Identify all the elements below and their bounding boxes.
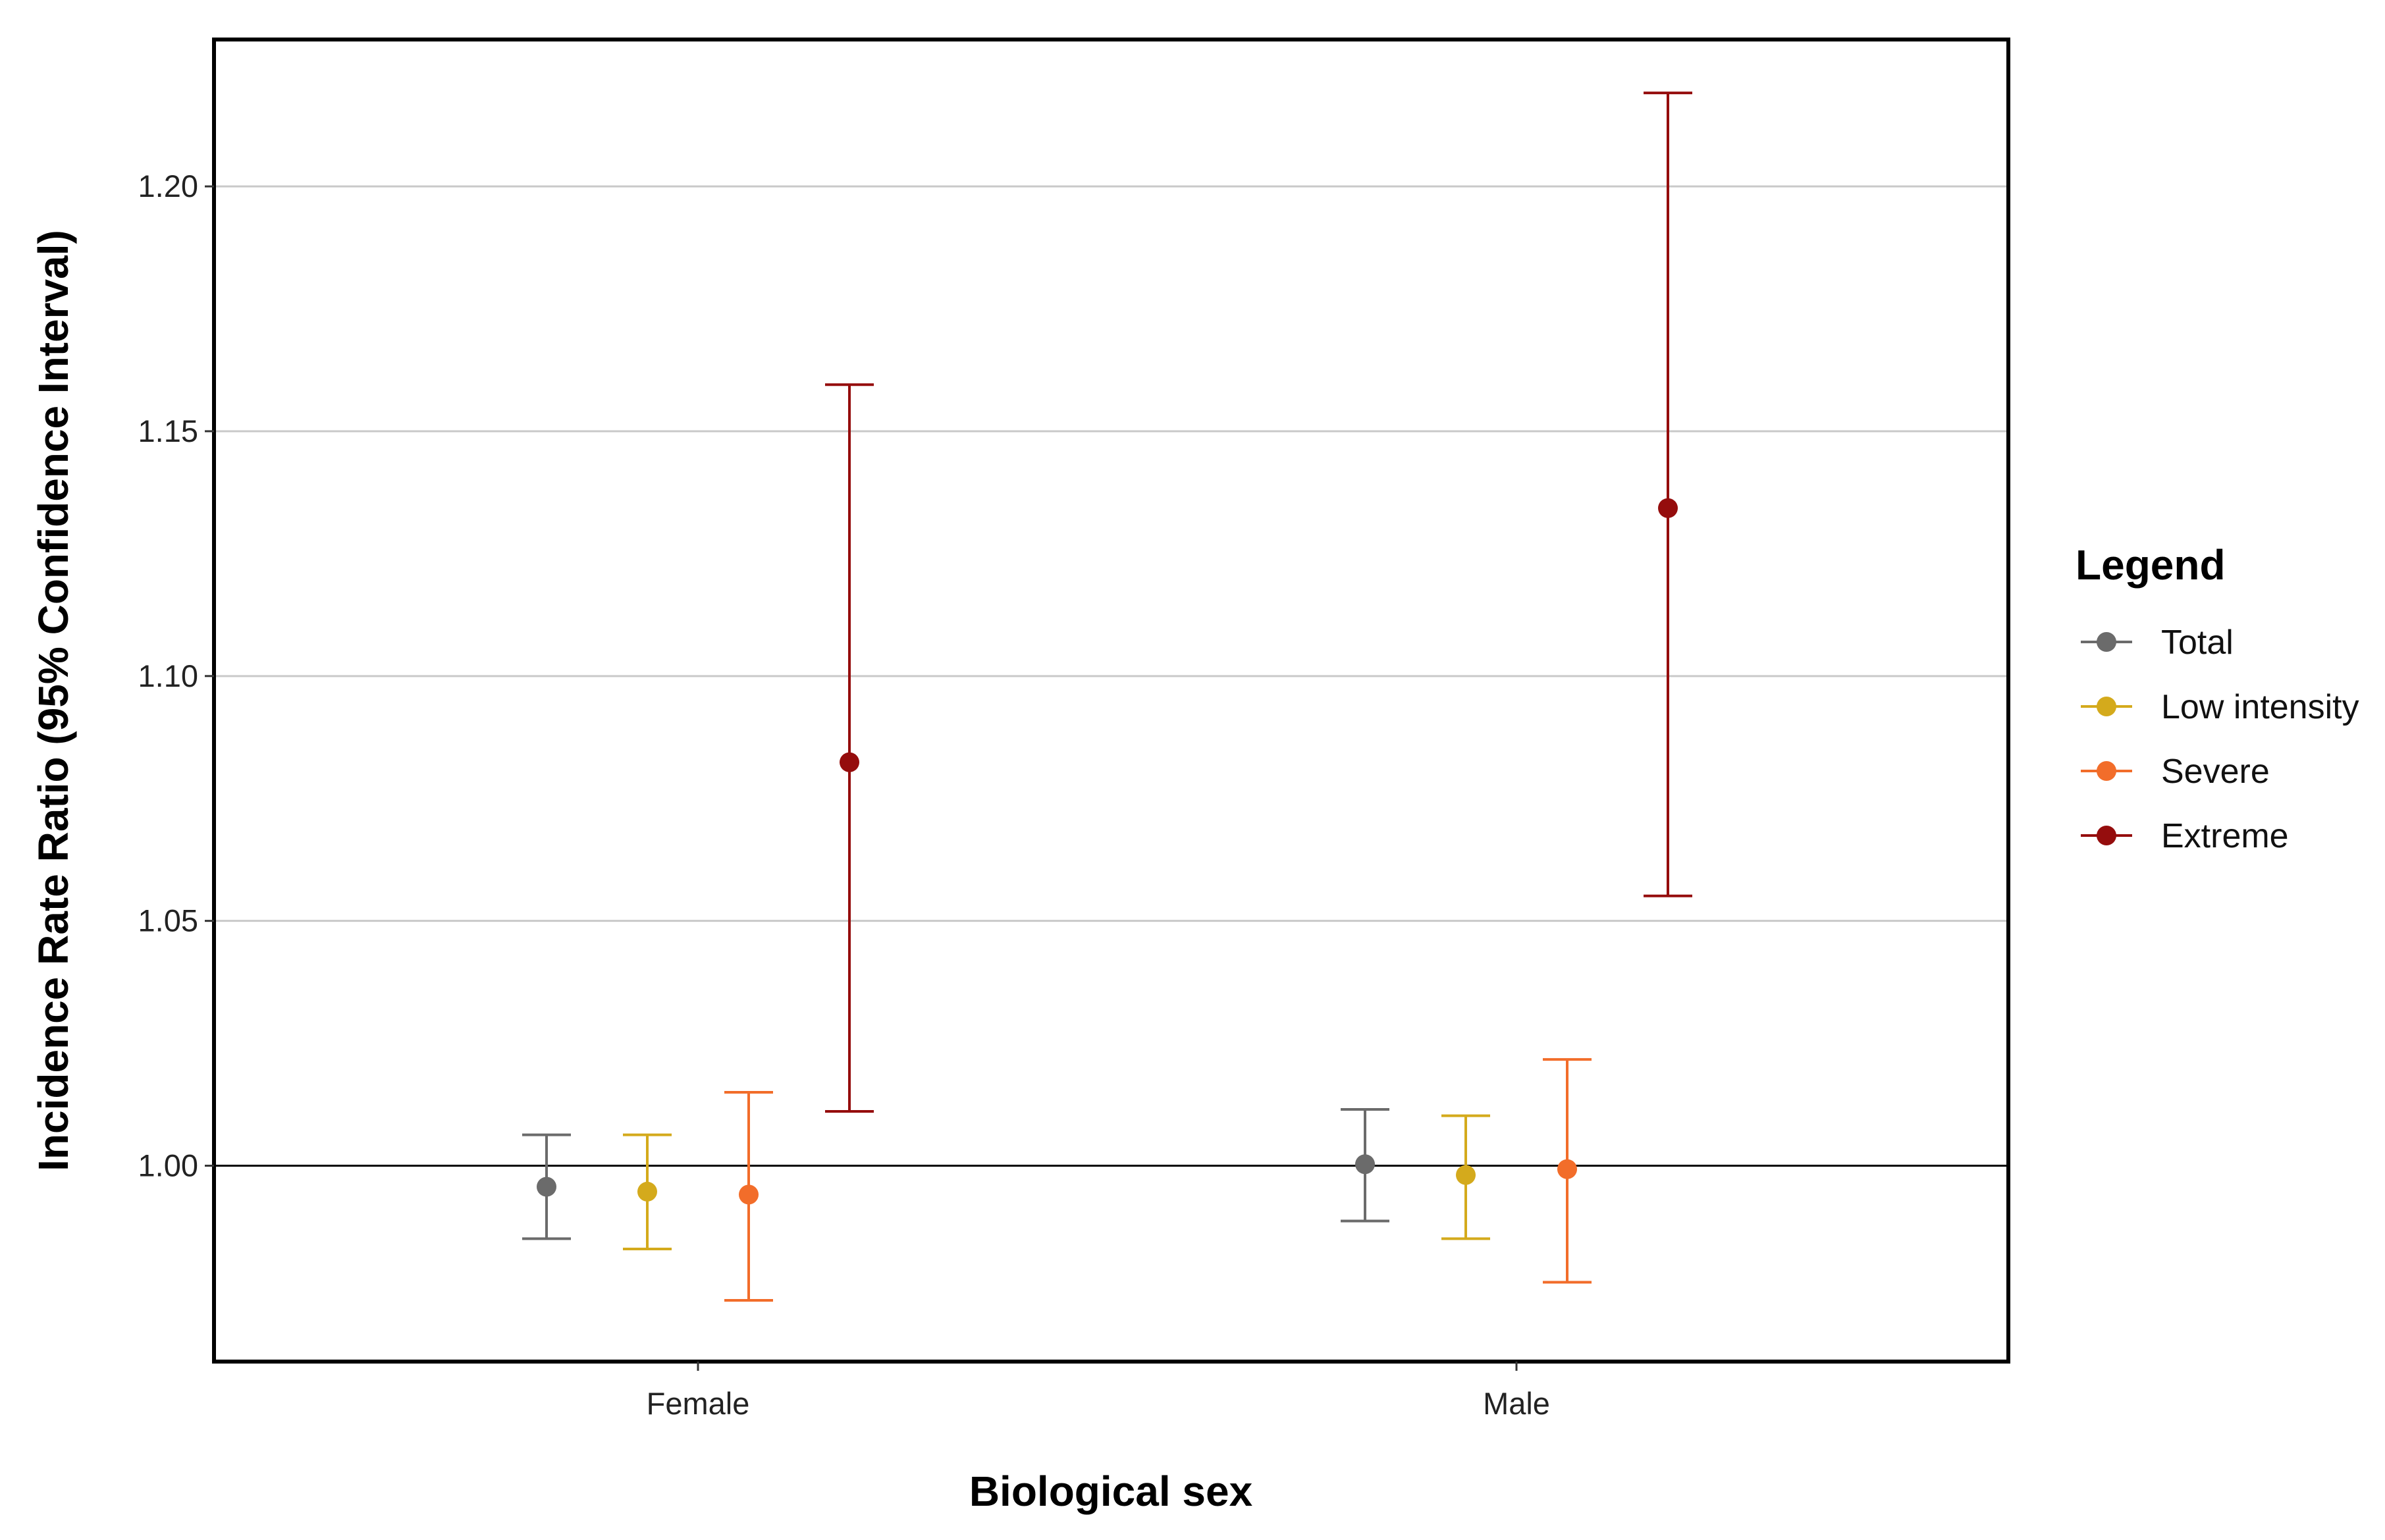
- y-axis: 1.00 1.05 1.10 1.15 1.20: [138, 169, 214, 1183]
- x-tick-label: Female: [647, 1386, 750, 1421]
- series-layer: [522, 92, 1692, 1302]
- data-point: [537, 1177, 556, 1197]
- y-tick-label: 1.10: [138, 658, 198, 693]
- legend-label: Low intensity: [2161, 688, 2359, 726]
- data-point: [840, 752, 859, 772]
- series-severe: [724, 1058, 1592, 1302]
- legend-item: Low intensity: [2081, 688, 2359, 726]
- plot-panel: [214, 40, 2008, 1362]
- series-total: [522, 1107, 1389, 1240]
- legend-label: Extreme: [2161, 817, 2289, 855]
- data-point: [1658, 498, 1678, 518]
- y-tick-label: 1.00: [138, 1148, 198, 1183]
- legend-item: Total: [2081, 624, 2234, 662]
- data-point: [1557, 1159, 1577, 1179]
- legend-key-point: [2097, 697, 2116, 716]
- data-point: [1456, 1165, 1476, 1185]
- y-tick-label: 1.05: [138, 903, 198, 938]
- x-tick-label: Male: [1483, 1386, 1550, 1421]
- data-point: [637, 1181, 657, 1202]
- legend-key-point: [2097, 632, 2116, 652]
- y-axis-title: Incidence Rate Ratio (95% Confidence Int…: [30, 230, 77, 1171]
- data-point: [739, 1184, 759, 1205]
- legend-label: Severe: [2161, 753, 2270, 791]
- y-tick-label: 1.20: [138, 169, 198, 203]
- legend: Legend Total Low intensity Severe Extreme: [2076, 541, 2359, 855]
- y-tick-label: 1.15: [138, 413, 198, 448]
- series-extreme: [825, 92, 1692, 1113]
- legend-title: Legend: [2076, 541, 2226, 589]
- legend-items: Total Low intensity Severe Extreme: [2081, 624, 2359, 855]
- legend-key-point: [2097, 761, 2116, 781]
- x-axis-title: Biological sex: [969, 1468, 1253, 1515]
- data-point: [1355, 1154, 1375, 1175]
- legend-label: Total: [2161, 624, 2234, 662]
- plot-border: [212, 38, 2010, 1364]
- legend-key-point: [2097, 826, 2116, 845]
- x-axis: Female Male: [647, 1362, 1550, 1421]
- legend-item: Extreme: [2081, 817, 2289, 855]
- series-low-intensity: [623, 1114, 1490, 1250]
- legend-item: Severe: [2081, 753, 2270, 791]
